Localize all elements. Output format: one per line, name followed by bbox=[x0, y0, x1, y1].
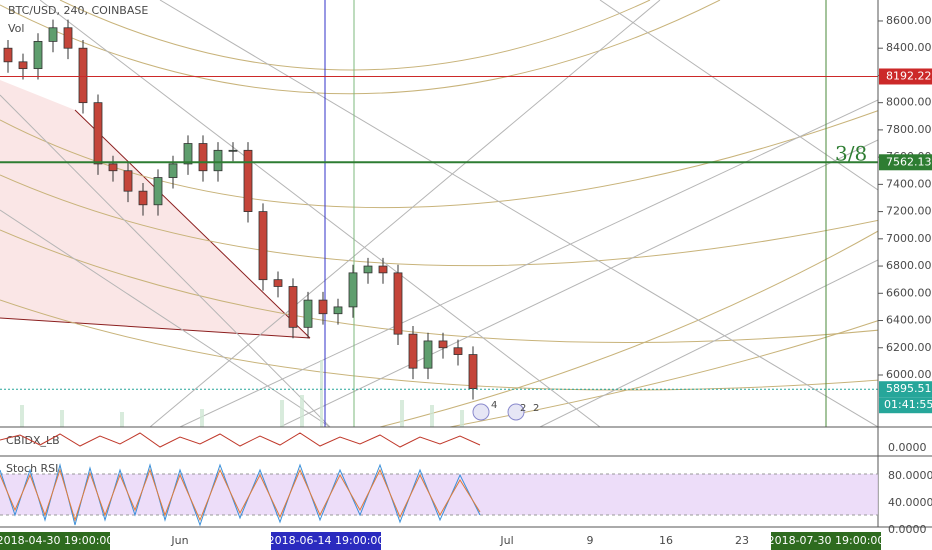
candle-body bbox=[183, 143, 193, 165]
time-axis: 2018-04-30 19:00:00 Jun 2018-06-14 19:00… bbox=[0, 532, 884, 550]
price-tags: 8192.22 7562.13 5895.51 01:41:55 bbox=[879, 68, 932, 414]
candle-body bbox=[78, 47, 88, 104]
candle-body bbox=[333, 306, 343, 315]
cbidx-title: CBIDX_LB bbox=[6, 434, 60, 447]
candle-body bbox=[468, 354, 478, 390]
stoch-tick: 40.0000 bbox=[888, 496, 932, 509]
candle-body bbox=[303, 299, 313, 328]
candle-body bbox=[153, 177, 163, 206]
candle-body bbox=[348, 272, 358, 308]
candle-body bbox=[18, 61, 28, 70]
y-tick-label: 6200.00 bbox=[886, 341, 932, 354]
candle-body bbox=[228, 149, 238, 152]
y-tick-label: 7200.00 bbox=[886, 205, 932, 218]
candle-body bbox=[408, 333, 418, 369]
levels bbox=[0, 75, 878, 390]
y-tick-label: 7400.00 bbox=[886, 177, 932, 190]
candle-body bbox=[258, 211, 268, 281]
price-tag bbox=[879, 68, 932, 85]
cbidx-tick: 0.0000 bbox=[888, 441, 927, 454]
candle-body bbox=[243, 149, 253, 212]
symbol: BTC/USD, 240, COINBASE bbox=[8, 4, 148, 17]
candle-body bbox=[438, 340, 448, 349]
time-label: 2018-07-30 19:00:00 bbox=[768, 534, 885, 547]
candle-body bbox=[3, 47, 13, 63]
time-label: Jul bbox=[499, 534, 513, 547]
y-tick-label: 7000.00 bbox=[886, 232, 932, 245]
candle-body bbox=[213, 149, 223, 172]
countdown: 01:41:55 bbox=[884, 398, 932, 411]
time-label: 9 bbox=[587, 534, 594, 547]
y-tick-label: 8600.00 bbox=[886, 14, 932, 27]
volume-label: Vol bbox=[8, 22, 24, 35]
drawings bbox=[0, 0, 878, 427]
y-tick-label: 7800.00 bbox=[886, 123, 932, 136]
annotation: 3/8 bbox=[835, 142, 867, 166]
y-tick-label: 6600.00 bbox=[886, 286, 932, 299]
candle-body bbox=[93, 102, 103, 165]
event-count: 2 bbox=[520, 403, 526, 414]
event-count: 2 bbox=[533, 403, 539, 414]
y-tick-label: 6800.00 bbox=[886, 259, 932, 272]
time-label: 16 bbox=[659, 534, 673, 547]
candle-body bbox=[288, 286, 298, 328]
countdown-tag bbox=[879, 397, 932, 414]
candle-body bbox=[63, 27, 73, 49]
candle-body bbox=[48, 27, 58, 42]
candle-body bbox=[318, 299, 328, 315]
price-tag-label: 8192.22 bbox=[886, 69, 932, 82]
candle-body bbox=[198, 143, 208, 172]
candle-body bbox=[453, 347, 463, 355]
y-tick-label: 8000.00 bbox=[886, 96, 932, 109]
candle-body bbox=[33, 40, 43, 70]
price-tag bbox=[879, 381, 932, 398]
candles bbox=[3, 19, 478, 400]
candle-body bbox=[108, 163, 118, 172]
price-axis: 8600.008400.008200.008000.007800.007600.… bbox=[878, 14, 932, 381]
price-tag-label: 5895.51 bbox=[886, 382, 932, 395]
y-tick-label: 6400.00 bbox=[886, 314, 932, 327]
price-tag bbox=[879, 154, 932, 171]
y-tick-label: 6000.00 bbox=[886, 368, 932, 381]
time-label: 23 bbox=[735, 534, 749, 547]
candle-body bbox=[378, 265, 388, 274]
candle-body bbox=[168, 163, 178, 178]
time-label: 2018-06-14 19:00:00 bbox=[268, 534, 385, 547]
stoch-title: Stoch RSI bbox=[6, 462, 58, 475]
candle-body bbox=[423, 340, 433, 369]
event-count: 4 bbox=[491, 400, 497, 411]
candle-body bbox=[273, 279, 283, 287]
time-label: 2018-04-30 19:00:00 bbox=[0, 534, 113, 547]
stoch-tick: 80.0000 bbox=[888, 469, 932, 482]
time-label: Jun bbox=[170, 534, 188, 547]
candle-body bbox=[393, 272, 403, 335]
y-tick-label: 8400.00 bbox=[886, 41, 932, 54]
events: 4 2 2 bbox=[472, 400, 539, 421]
candle-body bbox=[138, 190, 148, 206]
candle-body bbox=[363, 265, 373, 274]
candle-body bbox=[123, 170, 133, 192]
price-tag-label: 7562.13 bbox=[886, 155, 932, 168]
stoch-tick: 0.0000 bbox=[888, 523, 927, 536]
